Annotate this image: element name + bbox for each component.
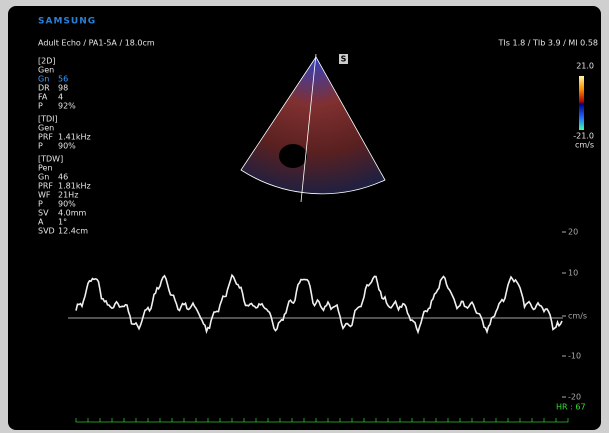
param-label: FA	[38, 93, 48, 102]
param-label: SVD	[38, 227, 55, 236]
param-value: 1.81kHz	[58, 182, 91, 191]
heart-rate: HR : 67	[556, 403, 586, 412]
param-label: Gn	[38, 75, 49, 84]
param-value: 56	[58, 75, 68, 84]
scale-label: -20	[568, 393, 581, 402]
section-title: [TDW]	[38, 155, 63, 164]
sector-marker: S	[341, 55, 347, 64]
param-label: P	[38, 102, 43, 111]
param-value: 4	[58, 93, 63, 102]
param-label: WF	[38, 191, 51, 200]
param-value: 1°	[58, 218, 67, 227]
section-title: [2D]	[38, 57, 56, 66]
color-bar-unit: cm/s	[575, 141, 594, 150]
mode: Gen	[38, 66, 54, 75]
mode: Pen	[38, 164, 53, 173]
doppler-scale: 20 10 cm/s -10 -20	[562, 228, 587, 402]
scale-label: -10	[568, 352, 581, 361]
param-value: 46	[58, 173, 68, 182]
param-label: P	[38, 142, 43, 151]
mode: Gen	[38, 124, 54, 133]
scale-label: 20	[568, 228, 578, 237]
ultrasound-screen: SAMSUNG Adult Echo / PA1-5A / 18.0cm TIs…	[8, 6, 601, 430]
scale-label: cm/s	[568, 312, 587, 321]
param-value: 90%	[58, 142, 76, 151]
chamber	[279, 144, 307, 168]
ecg-trace	[76, 418, 568, 422]
brand: SAMSUNG	[38, 17, 96, 27]
header-left: Adult Echo / PA1-5A / 18.0cm	[38, 39, 155, 48]
param-value: 92%	[58, 102, 76, 111]
section-title: [TDI]	[38, 115, 58, 124]
param-label: A	[38, 218, 44, 227]
scale-label: 10	[568, 269, 578, 278]
param-label: DR	[38, 84, 50, 93]
parameters: [2D]GenGn 56DR 98FA 4P 92%[TDI]GenPRF 1.41kHz…	[38, 57, 91, 236]
sector-image	[241, 57, 385, 194]
color-bar-bottom: -21.0	[573, 132, 594, 141]
param-label: SV	[38, 209, 49, 218]
param-label: P	[38, 200, 43, 209]
param-value: 21Hz	[58, 191, 78, 200]
color-bar	[579, 76, 584, 130]
param-label: PRF	[38, 133, 53, 142]
param-label: PRF	[38, 182, 53, 191]
param-value: 98	[58, 84, 68, 93]
header-right: TIs 1.8 / TIb 3.9 / MI 0.58	[498, 39, 598, 48]
color-bar-top: 21.0	[576, 62, 594, 71]
param-label: Gn	[38, 173, 49, 182]
param-value: 1.41kHz	[58, 133, 91, 142]
doppler-waveform	[76, 275, 562, 332]
display: SAMSUNG Adult Echo / PA1-5A / 18.0cm TIs…	[8, 6, 601, 430]
param-value: 90%	[58, 200, 76, 209]
param-value: 4.0mm	[58, 209, 87, 218]
param-value: 12.4cm	[58, 227, 88, 236]
